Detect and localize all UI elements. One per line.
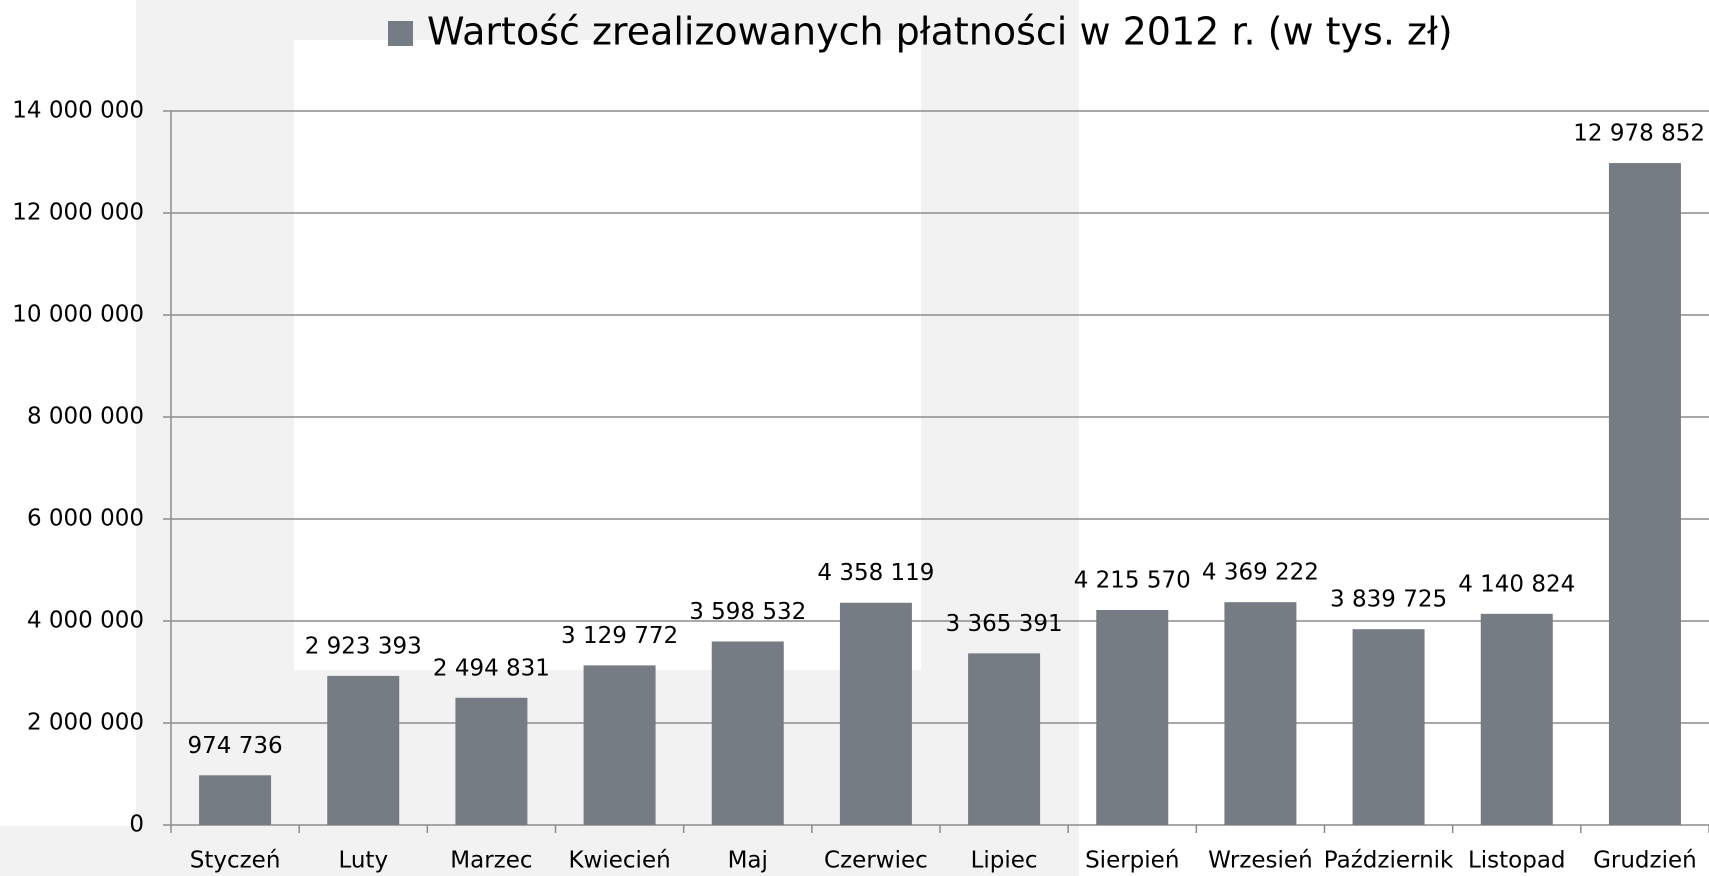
y-tick-label: 10 000 000	[12, 302, 144, 328]
data-label: 4 140 824	[1458, 571, 1575, 597]
background-shape	[294, 40, 921, 670]
data-label: 3 839 725	[1330, 587, 1447, 613]
background-shape	[0, 826, 136, 876]
data-label: 3 598 532	[689, 599, 806, 625]
bar	[1608, 163, 1681, 825]
x-tick-label: Czerwiec	[824, 848, 928, 874]
data-label: 12 978 852	[1573, 121, 1705, 147]
data-label: 3 365 391	[946, 611, 1063, 637]
x-tick-label: Maj	[728, 848, 768, 874]
y-tick-label: 0	[129, 812, 144, 838]
bar	[1224, 602, 1297, 825]
data-label: 4 358 119	[817, 560, 934, 586]
data-label: 2 494 831	[433, 655, 550, 681]
bar	[1352, 629, 1425, 825]
x-tick-label: Wrzesień	[1208, 848, 1313, 874]
data-label: 2 923 393	[305, 633, 422, 659]
data-label: 974 736	[188, 733, 283, 759]
y-tick-label: 8 000 000	[27, 404, 144, 430]
y-tick-label: 12 000 000	[12, 200, 144, 226]
y-tick-label: 14 000 000	[12, 98, 144, 124]
legend-label: Wartość zrealizowanych płatności w 2012 …	[427, 10, 1453, 54]
bar	[839, 602, 912, 825]
x-tick-label: Kwiecień	[568, 848, 670, 874]
data-label: 4 369 222	[1202, 560, 1319, 586]
bar	[583, 665, 656, 825]
bar	[968, 653, 1041, 825]
bar	[711, 641, 784, 825]
x-tick-label: Marzec	[450, 848, 532, 874]
x-tick-label: Styczeń	[190, 848, 281, 874]
bar	[1096, 610, 1169, 825]
bar	[1480, 613, 1553, 825]
y-tick-label: 2 000 000	[27, 710, 144, 736]
x-tick-label: Sierpień	[1085, 848, 1179, 874]
data-label: 4 215 570	[1074, 568, 1191, 594]
y-tick-label: 4 000 000	[27, 608, 144, 634]
legend-swatch	[388, 21, 413, 46]
x-tick-label: Luty	[338, 848, 388, 874]
x-tick-label: Grudzień	[1593, 848, 1697, 874]
x-tick-label: Październik	[1324, 848, 1454, 874]
data-label: 3 129 772	[561, 623, 678, 649]
bar	[199, 775, 272, 825]
x-tick-label: Listopad	[1468, 848, 1566, 874]
bar	[327, 675, 400, 825]
y-tick-label: 6 000 000	[27, 506, 144, 532]
bar	[455, 697, 528, 825]
x-tick-label: Lipiec	[971, 848, 1038, 874]
